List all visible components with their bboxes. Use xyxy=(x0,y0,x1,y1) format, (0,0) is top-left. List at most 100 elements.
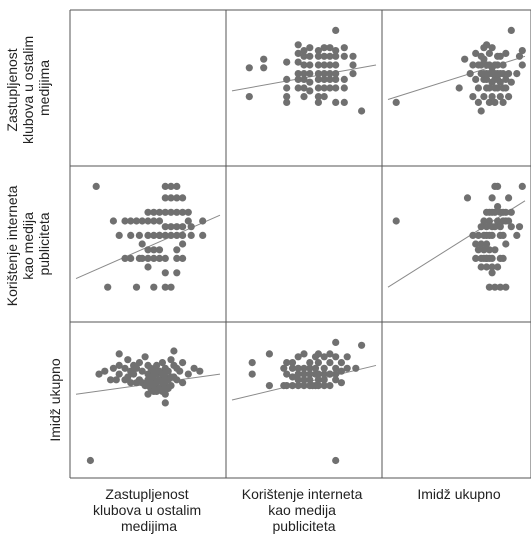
point-2-1-41 xyxy=(320,382,328,390)
point-1-0-30 xyxy=(155,254,164,262)
point-0-2-54 xyxy=(502,75,510,83)
point-1-2-5 xyxy=(474,246,482,254)
point-2-1-26 xyxy=(306,376,314,384)
point-1-0-4 xyxy=(121,254,129,262)
point-0-2-0 xyxy=(392,98,400,106)
point-2-1-34 xyxy=(314,370,322,378)
row-label-2: Imidž ukupno xyxy=(47,358,63,441)
point-1-0-31 xyxy=(161,182,169,190)
point-2-0-11 xyxy=(124,373,132,381)
point-1-2-45 xyxy=(505,194,513,202)
point-1-2-54 xyxy=(483,263,491,271)
point-0-1-3 xyxy=(260,55,268,63)
scatter-cell-0-1 xyxy=(245,26,366,115)
point-0-1-35 xyxy=(314,47,322,55)
point-0-1-57 xyxy=(340,98,348,106)
point-2-0-22 xyxy=(141,353,149,361)
point-1-2-58 xyxy=(491,283,499,291)
point-1-0-19 xyxy=(144,254,152,262)
point-0-1-1 xyxy=(245,64,253,72)
point-0-2-45 xyxy=(496,93,504,101)
point-1-0-59 xyxy=(150,283,158,291)
point-2-1-15 xyxy=(294,370,302,378)
point-2-1-6 xyxy=(283,359,291,367)
point-0-1-17 xyxy=(300,75,308,83)
point-1-0-62 xyxy=(167,283,175,291)
point-1-2-46 xyxy=(505,217,513,225)
point-0-1-50 xyxy=(332,84,340,92)
point-0-1-19 xyxy=(300,61,308,69)
point-1-2-14 xyxy=(483,223,491,231)
point-2-1-9 xyxy=(288,359,297,367)
point-0-1-30 xyxy=(314,84,322,92)
point-2-0-70 xyxy=(170,347,178,355)
point-1-0-16 xyxy=(144,217,152,225)
point-2-0-2 xyxy=(101,367,109,375)
point-1-2-27 xyxy=(488,254,496,262)
point-0-1-12 xyxy=(294,58,302,66)
point-0-2-30 xyxy=(488,93,496,101)
point-0-1-40 xyxy=(320,61,328,69)
point-0-2-8 xyxy=(474,98,482,106)
point-0-1-31 xyxy=(314,75,322,83)
point-0-2-62 xyxy=(518,61,526,69)
point-2-0-68 xyxy=(115,350,123,358)
point-1-0-65 xyxy=(104,283,112,291)
point-0-2-2 xyxy=(461,55,469,63)
point-1-2-41 xyxy=(499,231,507,239)
point-1-0-34 xyxy=(161,223,169,231)
point-2-0-67 xyxy=(196,367,204,375)
col-label-1: Korištenje interneta kao medija publicit… xyxy=(242,486,367,534)
point-1-0-45 xyxy=(173,223,181,231)
col-label-2: Imidž ukupno xyxy=(417,486,500,502)
point-0-1-11 xyxy=(294,70,302,78)
point-2-1-8 xyxy=(283,382,291,390)
point-0-2-49 xyxy=(499,98,507,106)
point-1-2-50 xyxy=(515,223,524,231)
point-0-1-49 xyxy=(332,98,340,106)
col-label-0: Zastupljenost klubova u ostalim medijima xyxy=(93,486,205,534)
point-1-0-33 xyxy=(161,208,169,216)
point-1-2-42 xyxy=(502,208,510,216)
point-2-0-16 xyxy=(132,364,141,372)
point-0-1-5 xyxy=(283,93,291,101)
point-0-2-35 xyxy=(491,98,499,106)
point-1-2-8 xyxy=(477,240,485,248)
point-0-2-57 xyxy=(505,70,513,78)
point-1-0-50 xyxy=(179,223,187,231)
row-label-0: Zastupljenost klubova u ostalim medijima xyxy=(4,32,52,144)
point-1-2-4 xyxy=(474,231,482,239)
point-1-0-56 xyxy=(199,231,207,239)
point-0-2-59 xyxy=(507,26,515,34)
point-0-1-39 xyxy=(320,70,328,78)
point-1-0-58 xyxy=(184,217,192,225)
matrix-cells xyxy=(75,26,526,465)
point-2-1-40 xyxy=(320,376,328,384)
point-1-0-41 xyxy=(167,231,175,239)
point-0-2-55 xyxy=(502,49,510,58)
point-1-0-17 xyxy=(144,231,152,239)
point-2-0-66 xyxy=(190,364,198,372)
point-2-1-49 xyxy=(332,370,340,378)
point-2-1-52 xyxy=(337,367,345,375)
point-2-1-29 xyxy=(311,364,320,372)
point-0-1-63 xyxy=(349,61,357,69)
point-2-1-13 xyxy=(294,353,302,361)
point-0-1-37 xyxy=(320,84,328,92)
point-0-1-33 xyxy=(314,61,322,69)
point-2-1-21 xyxy=(300,376,308,384)
point-0-1-52 xyxy=(332,70,340,78)
point-0-2-21 xyxy=(483,75,491,83)
point-1-2-26 xyxy=(488,231,496,239)
point-1-0-2 xyxy=(115,231,123,239)
point-1-2-16 xyxy=(483,240,491,248)
point-0-1-7 xyxy=(283,75,291,83)
point-1-2-3 xyxy=(472,254,480,262)
point-1-0-15 xyxy=(144,208,152,216)
point-2-1-17 xyxy=(294,382,302,390)
point-1-0-48 xyxy=(179,194,187,202)
point-2-1-37 xyxy=(320,353,328,361)
point-1-2-21 xyxy=(485,246,493,254)
point-0-1-29 xyxy=(314,93,322,101)
point-1-0-57 xyxy=(184,208,192,216)
